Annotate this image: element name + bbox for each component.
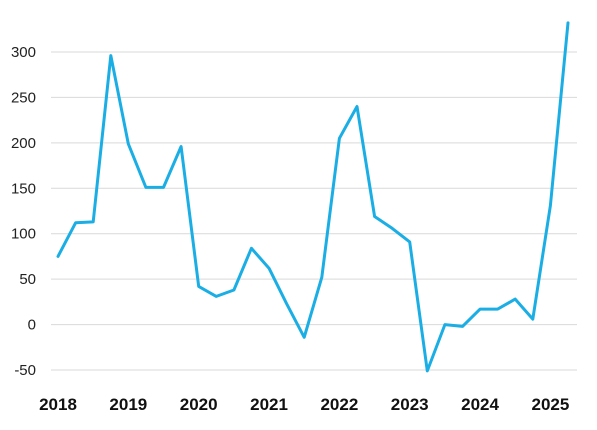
series-line: [56, 21, 570, 373]
y-tick-label: 0: [28, 317, 36, 334]
data-point: [320, 275, 324, 279]
data-point: [408, 240, 412, 244]
data-point: [56, 254, 60, 258]
y-axis-tick-labels: -50 0 50 100 150 200 250 300: [11, 44, 36, 379]
data-point: [355, 105, 359, 109]
data-point: [144, 185, 148, 189]
y-tick-label: 150: [11, 180, 36, 197]
data-point: [249, 246, 253, 250]
data-point: [390, 226, 394, 230]
x-tick-label: 2023: [391, 395, 429, 414]
x-tick-label: 2022: [320, 395, 358, 414]
data-point: [548, 204, 552, 208]
data-point: [513, 297, 517, 301]
x-tick-label: 2021: [250, 395, 288, 414]
data-point: [109, 54, 113, 58]
data-point: [443, 323, 447, 327]
data-point: [285, 302, 289, 306]
data-point: [478, 307, 482, 311]
x-tick-label: 2018: [39, 395, 77, 414]
data-point: [214, 294, 218, 298]
data-point: [74, 221, 78, 225]
data-point: [126, 142, 130, 146]
data-point: [91, 220, 95, 224]
data-point: [337, 136, 341, 140]
data-point: [267, 266, 271, 270]
y-tick-label: -50: [14, 362, 36, 379]
y-tick-label: 300: [11, 44, 36, 61]
y-tick-label: 200: [11, 135, 36, 152]
x-tick-label: 2025: [531, 395, 569, 414]
y-tick-label: 100: [11, 226, 36, 243]
x-tick-label: 2020: [180, 395, 218, 414]
data-point: [373, 215, 377, 219]
x-tick-label: 2019: [109, 395, 147, 414]
data-point: [461, 324, 465, 328]
data-point: [197, 284, 201, 288]
x-tick-label: 2024: [461, 395, 499, 414]
data-point: [179, 145, 183, 149]
data-point: [531, 317, 535, 321]
data-point: [232, 288, 236, 292]
data-point: [302, 335, 306, 339]
series: [56, 21, 570, 373]
x-axis-tick-labels: 2018 2019 2020 2021 2022 2023 2024 2025: [39, 395, 569, 414]
gridlines: [51, 51, 577, 371]
y-tick-label: 50: [19, 271, 36, 288]
data-point: [566, 21, 570, 25]
data-point: [162, 185, 166, 189]
data-point: [425, 369, 429, 373]
data-point: [496, 307, 500, 311]
y-tick-label: 250: [11, 89, 36, 106]
